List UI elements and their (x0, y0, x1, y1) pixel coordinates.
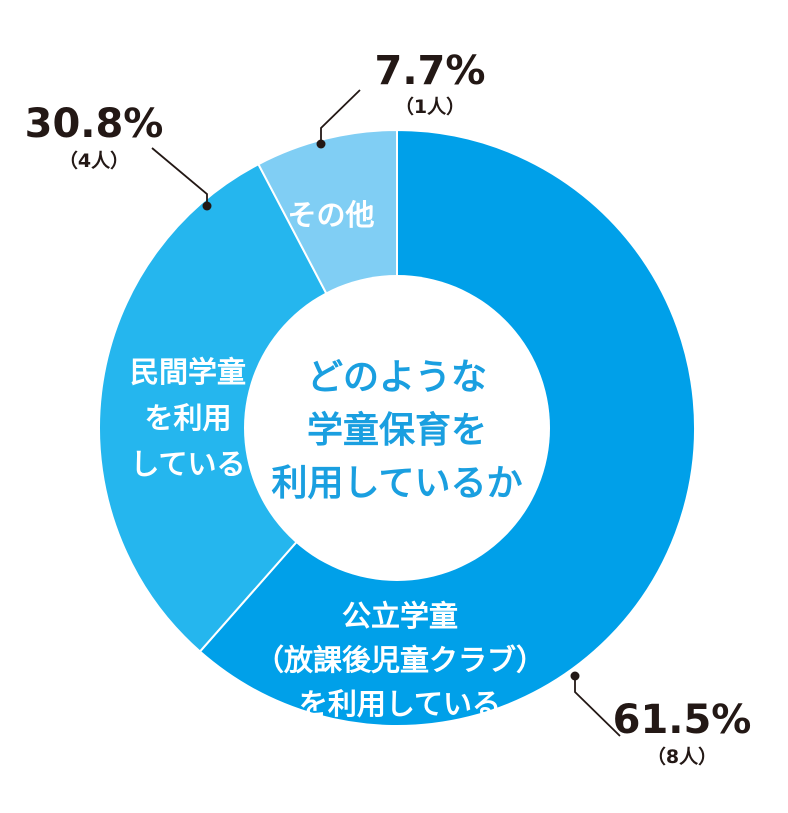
slice-label-public-1: 公立学童 (342, 599, 458, 633)
slice-label-public-3: を利用している (299, 687, 501, 721)
count-label-private: （4人） (59, 149, 129, 172)
slice-label-other: その他 (287, 198, 374, 232)
slice-label-private-3: している (130, 447, 245, 481)
slice-label-private-2: を利用 (144, 401, 231, 435)
leader-line-public (574, 676, 621, 737)
slice-label-public-2: （放課後児童クラブ） (255, 643, 545, 677)
donut-hole (244, 275, 550, 581)
center-label-line-2: 学童保育を (307, 409, 487, 451)
leader-line-other (320, 89, 361, 144)
percent-label-public: 61.5% (613, 697, 752, 743)
leader-dot-private (202, 201, 212, 211)
percent-label-private: 30.8% (25, 101, 164, 147)
center-label-line-3: 利用しているか (272, 463, 523, 504)
count-label-other: （1人） (395, 95, 465, 118)
leader-dot-public (570, 671, 580, 681)
count-label-public: （8人） (647, 745, 717, 768)
percent-label-other: 7.7% (375, 48, 486, 94)
slice-label-private-1: 民間学童 (130, 355, 246, 389)
leader-line-private (151, 147, 208, 206)
center-label-line-1: どのような (307, 357, 487, 398)
leader-dot-other (316, 139, 326, 149)
